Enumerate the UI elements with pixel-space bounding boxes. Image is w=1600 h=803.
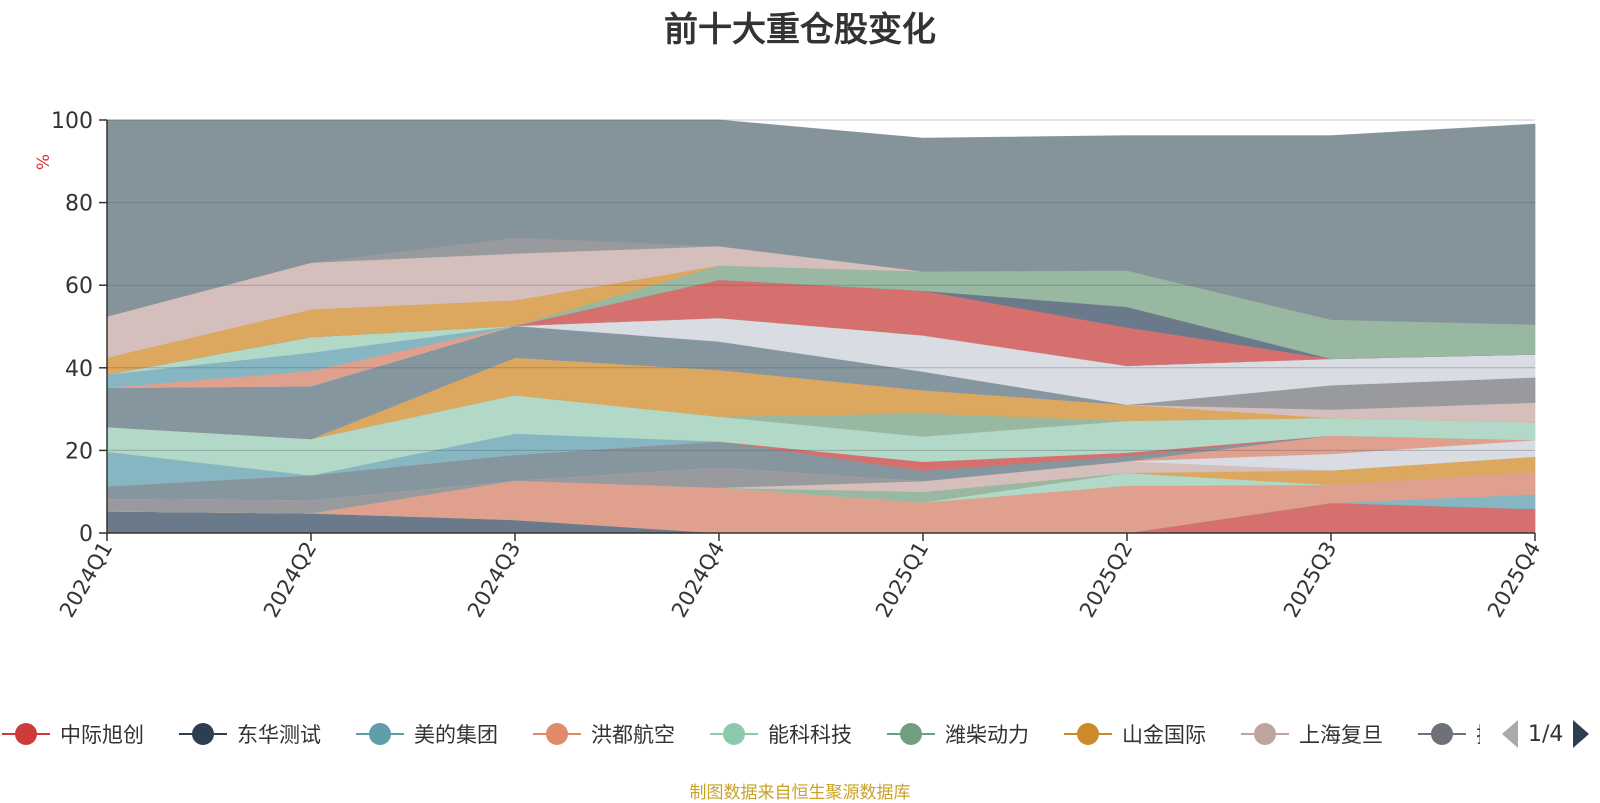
legend-pager: 1/4 [1500,716,1591,752]
x-tick-label: 2024Q4 [667,538,729,622]
legend-item[interactable]: 东华测试 [177,712,321,756]
legend-page-indicator: 1/4 [1528,721,1564,747]
legend-label: 中际旭创 [60,723,144,747]
y-tick-label: 60 [65,274,93,299]
next-page-icon[interactable] [1571,718,1591,750]
stacked-areas [106,119,1536,534]
y-tick-label: 0 [79,522,93,547]
prev-page-icon[interactable] [1500,718,1520,750]
area-series-30[interactable] [106,119,1536,325]
chart-title: 前十大重仓股变化 [664,10,936,50]
legend-marker-icon [2,723,50,745]
x-tick-label: 2025Q3 [1279,538,1341,622]
grid-lines [107,119,1535,451]
legend-label: 美的集团 [414,723,498,747]
legend-label: 东华测试 [237,723,321,747]
legend-label: 能科科技 [768,723,852,747]
legend-marker-icon [533,723,581,745]
x-tick-label: 2024Q2 [259,538,321,622]
y-tick-label: 100 [51,109,93,134]
legend-marker-icon [887,723,935,745]
legend-marker-icon [179,723,227,745]
y-tick-label: 80 [65,192,93,217]
x-tick-label: 2024Q1 [55,538,117,622]
legend: 中际旭创 东华测试 美的集团 洪都航空 能科科技 潍柴动力 山金国际 上海复旦 振华科技 [0,712,1480,756]
legend-item[interactable]: 振华科技 [1416,712,1480,756]
legend-item[interactable]: 能科科技 [708,712,852,756]
source-note: 制图数据来自恒生聚源数据库 [689,783,911,803]
legend-item[interactable]: 山金国际 [1062,712,1206,756]
y-tick-label: 40 [65,357,93,382]
legend-label: 山金国际 [1122,723,1206,747]
legend-marker-icon [1241,723,1289,745]
x-tick-label: 2025Q2 [1075,538,1137,622]
x-tick-label: 2024Q3 [463,538,525,622]
legend-label: 洪都航空 [591,723,675,747]
legend-item[interactable]: 上海复旦 [1239,712,1383,756]
legend-item[interactable]: 洪都航空 [531,712,675,756]
legend-item[interactable]: 美的集团 [354,712,498,756]
y-tick-label: 20 [65,439,93,464]
x-tick-label: 2025Q1 [871,538,933,622]
legend-marker-icon [356,723,404,745]
legend-label: 振华科技 [1476,719,1480,749]
legend-item[interactable]: 中际旭创 [0,712,144,756]
x-tick-label: 2025Q4 [1483,538,1545,622]
legend-label: 上海复旦 [1299,723,1383,747]
legend-item[interactable]: 潍柴动力 [885,712,1029,756]
legend-marker-icon [710,723,758,745]
legend-label: 潍柴动力 [945,723,1029,747]
legend-marker-icon [1418,723,1466,745]
y-axis-label: % [34,154,54,170]
legend-marker-icon [1064,723,1112,745]
